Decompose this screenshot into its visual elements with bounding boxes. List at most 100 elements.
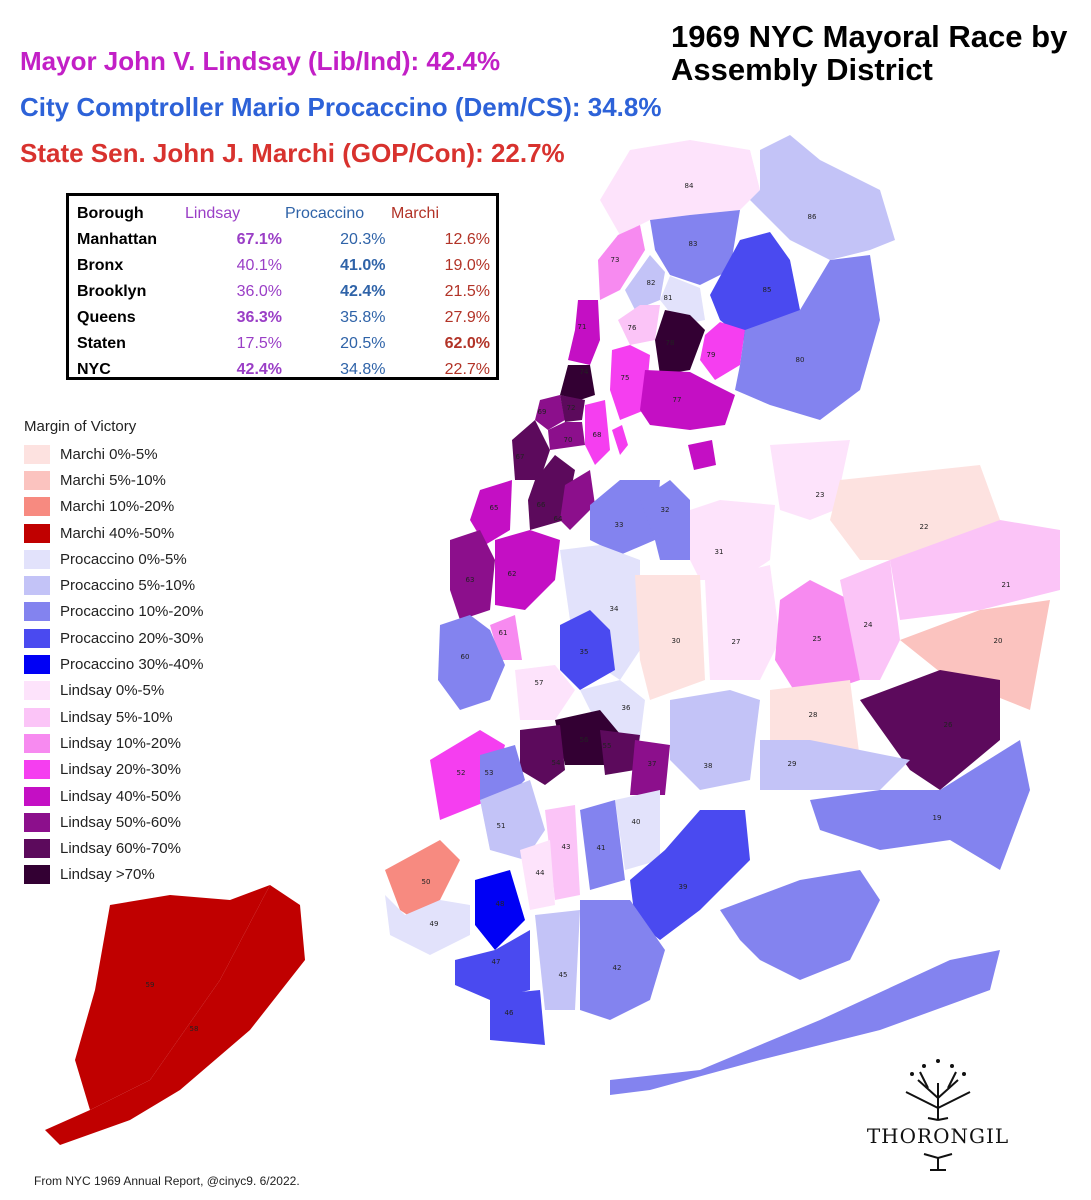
district-85 (710, 232, 800, 345)
cell-lindsay: 36.3% (236, 309, 283, 326)
district-65 (470, 480, 512, 545)
legend-swatch (24, 602, 50, 622)
district-23 (770, 440, 850, 520)
district-label: 79 (707, 351, 716, 359)
district-label: 42 (613, 964, 622, 972)
legend-label: Marchi 0%-5% (60, 445, 158, 463)
district-label: 75 (621, 374, 630, 382)
table-row: Manhattan 67.1% 20.3% 12.6% (77, 227, 490, 253)
legend-swatch (24, 812, 50, 832)
district-label: 50 (422, 878, 431, 886)
district-label: 72 (567, 404, 576, 412)
district-label: 55 (603, 742, 612, 750)
tree-icon (905, 1059, 971, 1171)
district-26 (860, 670, 1000, 790)
district-label: 69 (538, 408, 547, 416)
legend-swatch (24, 865, 50, 885)
cell-marchi: 21.5% (444, 283, 491, 300)
district-69 (535, 395, 565, 430)
district-59 (75, 885, 270, 1110)
jamaica-bay-islands (720, 870, 880, 980)
district-label: 73 (611, 256, 620, 264)
district-label: 46 (505, 1009, 514, 1017)
legend-swatch (24, 760, 50, 780)
legend-item: Lindsay 10%-20% (24, 730, 203, 756)
district-38 (670, 690, 760, 790)
district-label: 83 (689, 240, 698, 248)
district-label: 53 (485, 769, 494, 777)
roosevelt-island (612, 425, 628, 455)
table-row: NYC 42.4% 34.8% 22.7% (77, 357, 490, 383)
cell-lindsay: 36.0% (236, 283, 283, 300)
legend-swatch (24, 549, 50, 569)
legend-label: Lindsay 20%-30% (60, 761, 181, 779)
district-label: 74 (580, 368, 589, 376)
district-24 (840, 560, 900, 680)
district-40 (615, 790, 660, 870)
legend-item: Marchi 5%-10% (24, 467, 203, 493)
district-79 (700, 322, 745, 380)
district-label: 28 (809, 711, 818, 719)
cell-lindsay: 40.1% (236, 257, 283, 274)
district-label: 86 (808, 213, 817, 221)
legend-label: Procaccino 0%-5% (60, 550, 187, 568)
legend-swatch (24, 655, 50, 675)
borough-results-table: Borough Lindsay Procaccino Marchi Manhat… (66, 193, 499, 380)
district-label: 38 (704, 762, 713, 770)
district-77 (640, 370, 735, 430)
district-label: 57 (535, 679, 544, 687)
legend-item: Lindsay 20%-30% (24, 757, 203, 783)
legend-item: Procaccino 10%-20% (24, 599, 203, 625)
district-27 (705, 565, 780, 680)
cell-name: Queens (77, 309, 136, 326)
legend-title: Margin of Victory (24, 418, 137, 435)
legend-label: Marchi 40%-50% (60, 524, 175, 542)
district-57 (515, 665, 575, 720)
district-label: 76 (628, 324, 637, 332)
cell-procaccino: 20.3% (340, 231, 386, 248)
district-74 (560, 365, 595, 400)
district-47 (455, 930, 530, 1000)
district-label: 61 (499, 629, 508, 637)
legend-swatch (24, 576, 50, 596)
rikers-island (688, 440, 716, 470)
candidate-marchi: State Sen. John J. Marchi (GOP/Con): 22.… (20, 138, 565, 168)
district-72 (560, 395, 585, 422)
district-label: 34 (610, 605, 619, 613)
district-label: 23 (816, 491, 825, 499)
legend-item: Procaccino 20%-30% (24, 625, 203, 651)
district-20 (900, 600, 1050, 710)
district-41 (580, 800, 625, 890)
cell-name: Brooklyn (77, 283, 147, 300)
district-36 (580, 680, 645, 740)
table-row: Bronx 40.1% 41.0% 19.0% (77, 253, 490, 279)
district-44 (520, 840, 555, 910)
district-label: 49 (430, 920, 439, 928)
legend-item: Procaccino 5%-10% (24, 572, 203, 598)
district-label: 85 (763, 286, 772, 294)
district-label: 63 (466, 576, 475, 584)
district-label: 26 (944, 721, 953, 729)
district-labels: 84 86 83 85 73 82 81 76 78 79 80 75 77 71 74 69 72 70 68 67… (146, 182, 1011, 1033)
district-75 (610, 345, 650, 420)
legend-label: Procaccino 30%-40% (60, 656, 204, 674)
district-label: 66 (537, 501, 546, 509)
district-80 (735, 255, 880, 420)
cell-marchi: 27.9% (444, 309, 491, 326)
table-row: Queens 36.3% 35.8% 27.9% (77, 305, 490, 331)
legend-item: Lindsay 5%-10% (24, 704, 203, 730)
thorongil-logo: THORONGIL (858, 1058, 1018, 1176)
manhattan-borough (438, 300, 610, 710)
district-label: 80 (796, 356, 805, 364)
bronx-borough (598, 135, 895, 430)
district-label: 35 (580, 648, 589, 656)
legend-label: Lindsay 10%-20% (60, 734, 181, 752)
legend-item: Lindsay 60%-70% (24, 835, 203, 861)
district-label: 40 (632, 818, 641, 826)
district-label: 67 (516, 453, 525, 461)
legend-swatch (24, 681, 50, 701)
legend-label: Lindsay 50%-60% (60, 813, 181, 831)
district-76 (618, 305, 660, 345)
district-label: 32 (661, 506, 670, 514)
